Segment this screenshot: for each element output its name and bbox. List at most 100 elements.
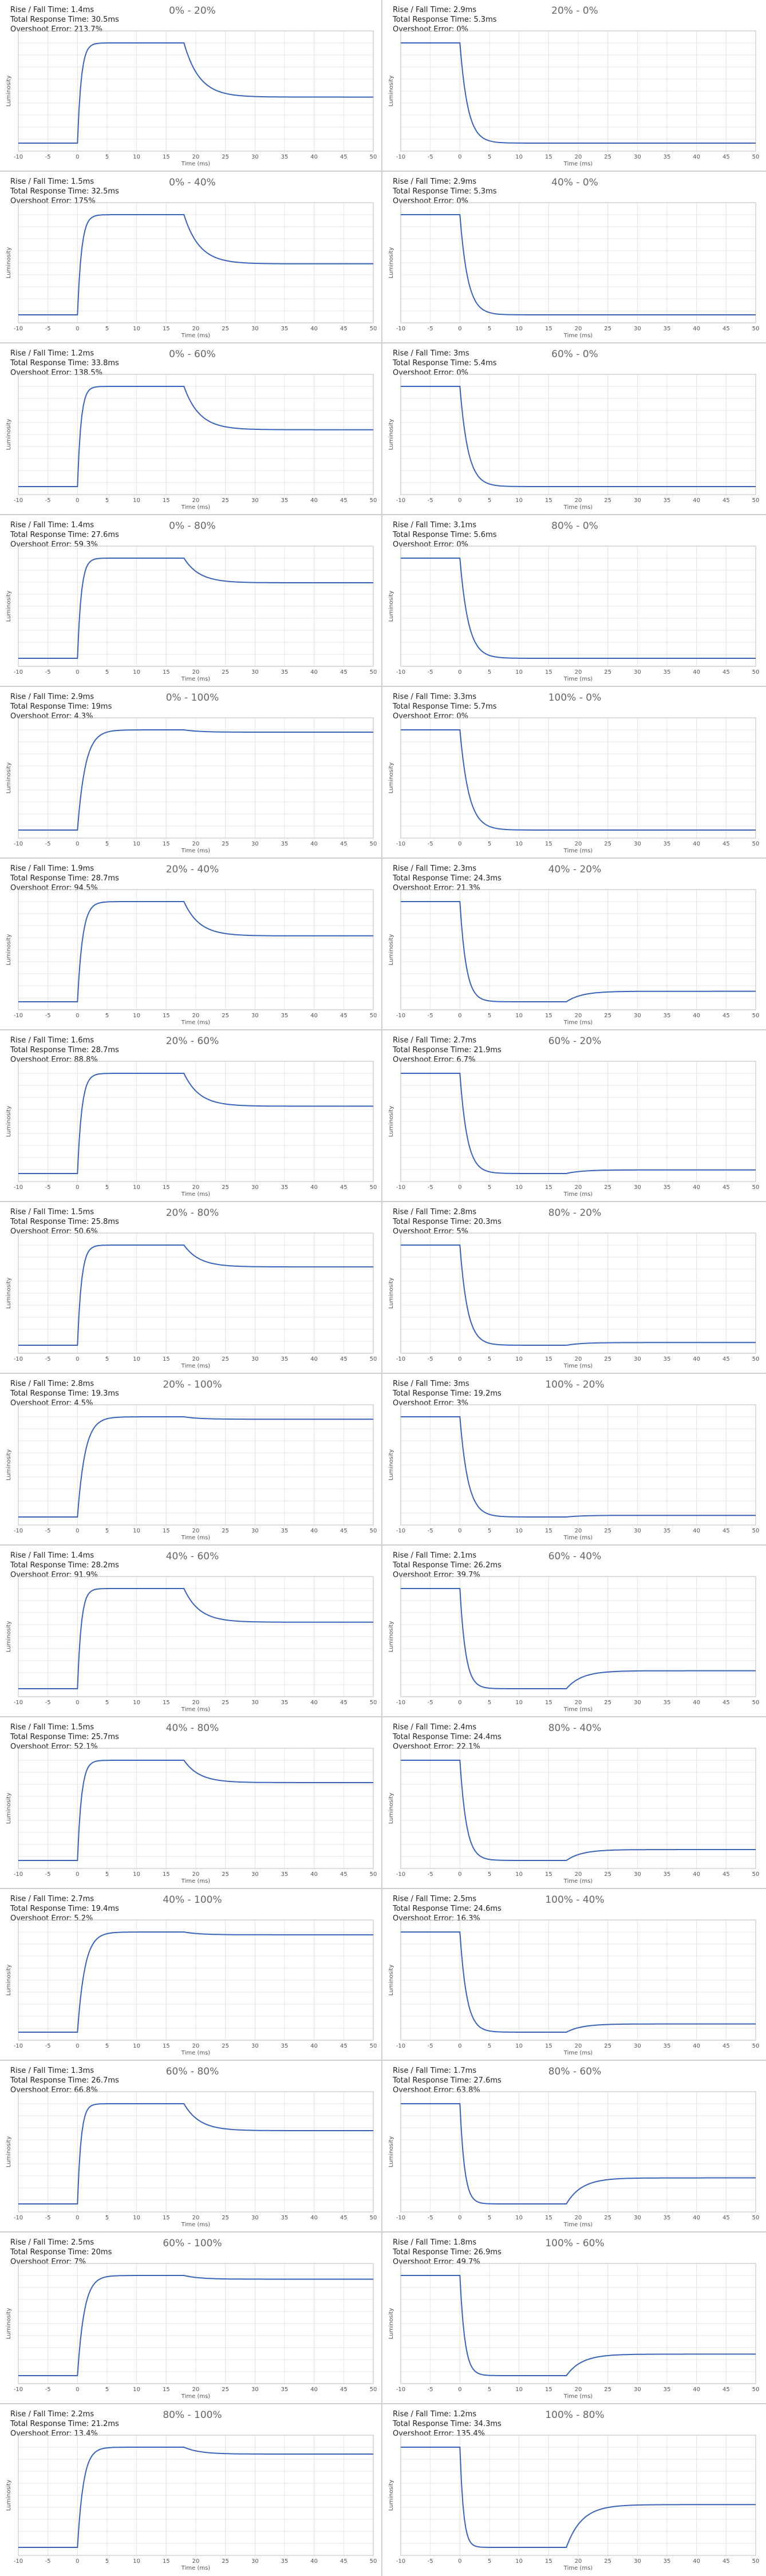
x-tick-label: 40 [693, 1871, 700, 1878]
x-tick-label: 15 [163, 841, 170, 847]
rise-fall-time-label: Rise / Fall Time: [393, 6, 453, 14]
rise-fall-time-line: Rise / Fall Time: 1.9ms [10, 864, 119, 874]
overshoot-error-label: Overshoot Error: [10, 540, 74, 549]
x-tick-label: 15 [545, 154, 552, 160]
rise-fall-time-value: 2.8ms [71, 1380, 94, 1388]
overshoot-error-label: Overshoot Error: [393, 1914, 457, 1923]
total-response-time-value: 27.6ms [91, 531, 119, 539]
chart-title: 60% - 0% [551, 349, 598, 360]
chart-stats: Rise / Fall Time: 1.8ms Total Response Ti… [393, 2238, 502, 2267]
chart-panel-60-to-20: Rise / Fall Time: 2.7ms Total Response Ti… [386, 1030, 764, 1201]
x-tick-label: 25 [222, 1356, 229, 1362]
x-tick-label: 35 [664, 1184, 671, 1191]
luminosity-series-line [401, 729, 756, 831]
overshoot-error-value: 138.5% [74, 369, 102, 377]
overshoot-error-label: Overshoot Error: [393, 1743, 457, 1751]
x-tick-label: 40 [693, 1700, 700, 1706]
x-tick-label: 15 [163, 1700, 170, 1706]
total-response-time-value: 32.5ms [91, 187, 119, 196]
overshoot-error-label: Overshoot Error: [393, 1056, 457, 1064]
rise-fall-time-line: Rise / Fall Time: 1.5ms [10, 1722, 119, 1732]
x-tick-label: -5 [45, 497, 51, 504]
total-response-time-label: Total Response Time: [10, 1046, 92, 1054]
x-tick-label: 35 [281, 2387, 289, 2393]
x-tick-label: 50 [370, 2215, 377, 2221]
rise-fall-time-line: Rise / Fall Time: 3.3ms [393, 692, 497, 702]
x-tick-label: 40 [310, 1356, 318, 1362]
x-tick-label: 35 [664, 2558, 671, 2565]
chart-title: 60% - 20% [548, 1036, 602, 1047]
x-tick-label: 25 [604, 1871, 611, 1878]
x-tick-label: 40 [693, 497, 700, 504]
x-tick-label: 35 [664, 2387, 671, 2393]
x-tick-label: -5 [428, 1528, 433, 1534]
overshoot-error-line: Overshoot Error: 4.3% [10, 712, 112, 721]
y-axis-label: Luminosity [388, 2136, 394, 2168]
x-tick-label: 40 [310, 1013, 318, 1019]
overshoot-error-value: 135.4% [456, 2429, 485, 2438]
rise-fall-time-line: Rise / Fall Time: 1.4ms [10, 1551, 119, 1560]
total-response-time-value: 25.8ms [91, 1218, 119, 1226]
overshoot-error-label: Overshoot Error: [10, 369, 74, 377]
luminosity-series-line [401, 42, 756, 144]
x-tick-label: 50 [752, 1871, 760, 1878]
x-tick-label: 35 [664, 154, 671, 160]
x-tick-label: 20 [192, 497, 200, 504]
chart-stats: Rise / Fall Time: 1.4ms Total Response Ti… [10, 1551, 119, 1580]
x-tick-label: 10 [515, 841, 523, 847]
luminosity-series-line [401, 558, 756, 659]
x-tick-label: 10 [133, 1528, 140, 1534]
x-tick-label: 35 [281, 1871, 289, 1878]
x-tick-label: 30 [634, 154, 641, 160]
x-tick-label: 50 [370, 1356, 377, 1362]
x-tick-label: 30 [634, 1356, 641, 1362]
x-tick-label: 30 [634, 1700, 641, 1706]
rise-fall-time-line: Rise / Fall Time: 1.4ms [10, 5, 119, 15]
line-chart: -10 -5 0 5 10 15 20 25 30 35 40 45 50 Time (ms) Lumino… [6, 2435, 377, 2571]
overshoot-error-label: Overshoot Error: [10, 1056, 74, 1064]
overshoot-error-line: Overshoot Error: 4.5% [10, 1398, 119, 1408]
rise-fall-time-value: 1.6ms [71, 1036, 94, 1045]
x-tick-label: 45 [722, 1871, 730, 1878]
chart-title: 0% - 20% [169, 5, 216, 17]
chart-stats: Rise / Fall Time: 1.9ms Total Response Ti… [10, 864, 119, 893]
overshoot-error-line: Overshoot Error: 66.8% [10, 2085, 119, 2095]
x-axis-label: Time (ms) [563, 504, 593, 511]
row-divider [0, 1373, 766, 1374]
rise-fall-time-value: 3.1ms [453, 521, 477, 530]
overshoot-error-value: 94.5% [74, 884, 98, 892]
x-tick-label: -10 [396, 1356, 405, 1362]
x-tick-label: 5 [488, 497, 491, 504]
x-tick-label: 15 [545, 326, 552, 332]
rise-fall-time-line: Rise / Fall Time: 1.5ms [10, 177, 119, 187]
x-tick-label: 5 [105, 841, 109, 847]
x-tick-label: 20 [192, 2215, 200, 2221]
x-tick-label: 20 [192, 669, 200, 675]
line-chart: -10 -5 0 5 10 15 20 25 30 35 40 45 50 Time (ms) Lumino… [388, 1748, 760, 1884]
x-tick-label: 50 [370, 2043, 377, 2049]
x-tick-label: 45 [340, 2558, 348, 2565]
x-tick-label: 30 [251, 1184, 259, 1191]
x-tick-label: 50 [752, 1356, 760, 1362]
x-tick-label: 45 [722, 497, 730, 504]
rise-fall-time-line: Rise / Fall Time: 2.5ms [393, 1894, 502, 1904]
x-tick-label: 25 [604, 497, 611, 504]
line-chart: -10 -5 0 5 10 15 20 25 30 35 40 45 50 Time (ms) Lumino… [6, 374, 377, 511]
rise-fall-time-label: Rise / Fall Time: [10, 693, 71, 701]
chart-panel-20-to-80: Rise / Fall Time: 1.5ms Total Response Ti… [3, 1202, 381, 1373]
rise-fall-time-value: 2.9ms [453, 177, 477, 186]
rise-fall-time-line: Rise / Fall Time: 1.6ms [10, 1036, 119, 1045]
total-response-time-line: Total Response Time: 24.4ms [393, 1732, 502, 1742]
overshoot-error-label: Overshoot Error: [393, 712, 457, 721]
x-tick-label: 0 [458, 154, 461, 160]
overshoot-error-label: Overshoot Error: [10, 2086, 74, 2095]
x-tick-label: 0 [458, 1700, 461, 1706]
luminosity-series-line [401, 2447, 756, 2548]
x-tick-label: 25 [222, 1700, 229, 1706]
x-tick-label: 15 [545, 669, 552, 675]
total-response-time-value: 5.7ms [473, 702, 497, 711]
chart-stats: Rise / Fall Time: 1.2ms Total Response Ti… [393, 2409, 502, 2439]
chart-panel-100-to-40: Rise / Fall Time: 2.5ms Total Response Ti… [386, 1889, 764, 2060]
total-response-time-label: Total Response Time: [10, 2420, 92, 2428]
luminosity-series-line [18, 2275, 373, 2376]
